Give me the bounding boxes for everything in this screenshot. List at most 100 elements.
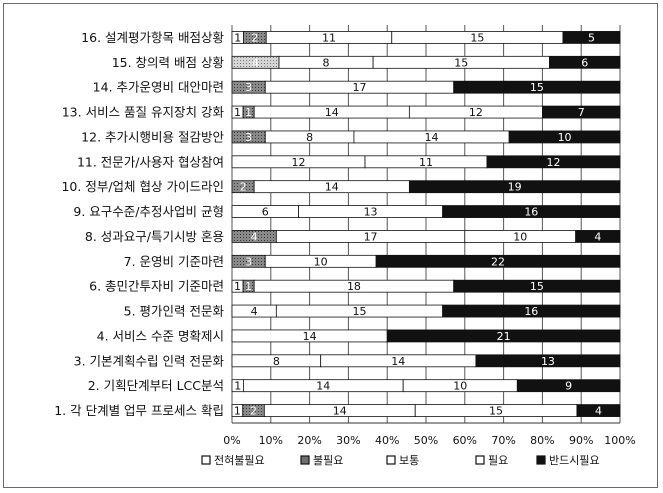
data-label: 3	[245, 131, 252, 144]
data-label: 10	[513, 230, 527, 243]
bar-segment	[442, 205, 621, 218]
bar-segment	[549, 55, 621, 69]
x-tick-label: 100%	[604, 434, 635, 447]
bar-segment	[453, 279, 621, 293]
x-tick-label: 90%	[569, 434, 593, 447]
data-label: 14	[316, 380, 330, 393]
data-label: 13	[541, 355, 555, 368]
data-label: 10	[453, 380, 467, 393]
bar-segment	[408, 180, 621, 194]
data-label: 6	[581, 56, 588, 69]
category-label: 9. 요구수준/추정사업비 균형	[73, 204, 224, 219]
bar-segment	[486, 155, 621, 169]
data-label: 15	[530, 280, 544, 293]
category-label: 6. 총민간투자비 기준마련	[89, 279, 224, 294]
bar-segment	[516, 379, 621, 393]
x-tick-label: 80%	[530, 434, 554, 447]
data-label: 4	[594, 230, 601, 243]
data-label: 15	[470, 31, 484, 44]
category-label: 2. 기획단계부터 LCC분석	[88, 378, 224, 393]
data-label: 13	[364, 206, 378, 219]
data-label: 6	[262, 206, 269, 219]
data-label: 4	[251, 230, 258, 243]
data-label: 11	[419, 156, 433, 169]
legend-swatch	[475, 455, 485, 465]
data-label: 14	[325, 106, 339, 119]
bar-segment	[386, 329, 621, 343]
data-label: 18	[347, 280, 361, 293]
data-label: 1	[245, 280, 252, 293]
x-tick-label: 10%	[259, 434, 283, 447]
category-label: 8. 성과요구/특기시방 혼용	[85, 229, 224, 244]
bar-segment	[453, 80, 621, 94]
x-tick-label: 50%	[414, 434, 438, 447]
data-label: 12	[546, 156, 560, 169]
data-label: 2	[251, 31, 258, 44]
data-label: 1	[245, 106, 252, 119]
category-label: 12. 추가시행비용 절감방안	[81, 129, 224, 144]
category-label: 14. 추가운영비 대안마련	[93, 80, 224, 95]
data-label: 4	[251, 305, 258, 318]
data-label: 3	[245, 255, 252, 268]
legend-swatch	[386, 455, 396, 465]
data-label: 3	[245, 81, 252, 94]
data-label: 1	[234, 106, 241, 119]
data-label: 10	[558, 131, 572, 144]
legend-swatch	[300, 455, 310, 465]
category-label: 4. 서비스 수준 명확제시	[97, 328, 224, 343]
data-label: 5	[588, 31, 595, 44]
data-label: 12	[292, 156, 306, 169]
legend-label: 보통	[399, 454, 419, 467]
bar-segment	[576, 404, 621, 417]
bar-segment	[575, 230, 621, 243]
data-label: 15	[352, 305, 366, 318]
data-label: 2	[240, 181, 247, 194]
data-label: 14	[391, 355, 405, 368]
data-label: 17	[364, 230, 378, 243]
x-tick-label: 40%	[375, 434, 399, 447]
data-label: 8	[323, 56, 330, 69]
bar-segment	[542, 105, 621, 119]
data-label: 11	[322, 31, 336, 44]
category-label: 7. 운영비 기준마련	[124, 254, 224, 269]
data-label: 1	[234, 405, 241, 418]
legend-label: 불필요	[313, 454, 343, 467]
data-label: 8	[273, 355, 280, 368]
data-label: 10	[314, 255, 328, 268]
bar-segment	[562, 31, 621, 44]
category-label: 11. 전문가/사용자 협상참여	[77, 154, 224, 169]
bar-segment	[375, 254, 621, 268]
data-label: 4	[252, 56, 259, 69]
data-label: 17	[352, 81, 366, 94]
legend-label: 전혀불필요	[214, 454, 265, 467]
data-label: 14	[325, 181, 339, 194]
legend-label: 반드시필요	[549, 454, 600, 467]
data-label: 16	[524, 305, 538, 318]
data-label: 19	[508, 181, 522, 194]
x-tick-label: 60%	[453, 434, 477, 447]
data-label: 14	[425, 131, 439, 144]
category-label: 13. 서비스 품질 유지장치 강화	[62, 105, 225, 120]
legend-label: 필요	[488, 454, 508, 467]
x-tick-label: 30%	[336, 434, 360, 447]
data-label: 8	[306, 131, 313, 144]
data-label: 9	[565, 380, 572, 393]
data-label: 7	[578, 106, 585, 119]
data-label: 15	[530, 81, 544, 94]
data-label: 4	[595, 405, 602, 418]
category-label: 1. 각 단계별 업무 프로세스 확립	[54, 403, 224, 418]
category-label: 3. 기본계획수립 인력 전문화	[74, 353, 225, 368]
data-label: 12	[469, 106, 483, 119]
category-label: 16. 설계평가항목 배점상황	[81, 30, 224, 45]
x-tick-label: 20%	[297, 434, 321, 447]
data-label: 1	[234, 380, 241, 393]
bar-segment	[508, 130, 621, 144]
bar-segment	[442, 304, 621, 318]
data-label: 14	[303, 330, 317, 343]
legend-swatch	[536, 455, 546, 465]
bar-segment	[475, 354, 621, 368]
category-label: 15. 창의력 배점 상황	[112, 55, 225, 70]
data-label: 15	[489, 405, 503, 418]
data-label: 22	[491, 255, 505, 268]
